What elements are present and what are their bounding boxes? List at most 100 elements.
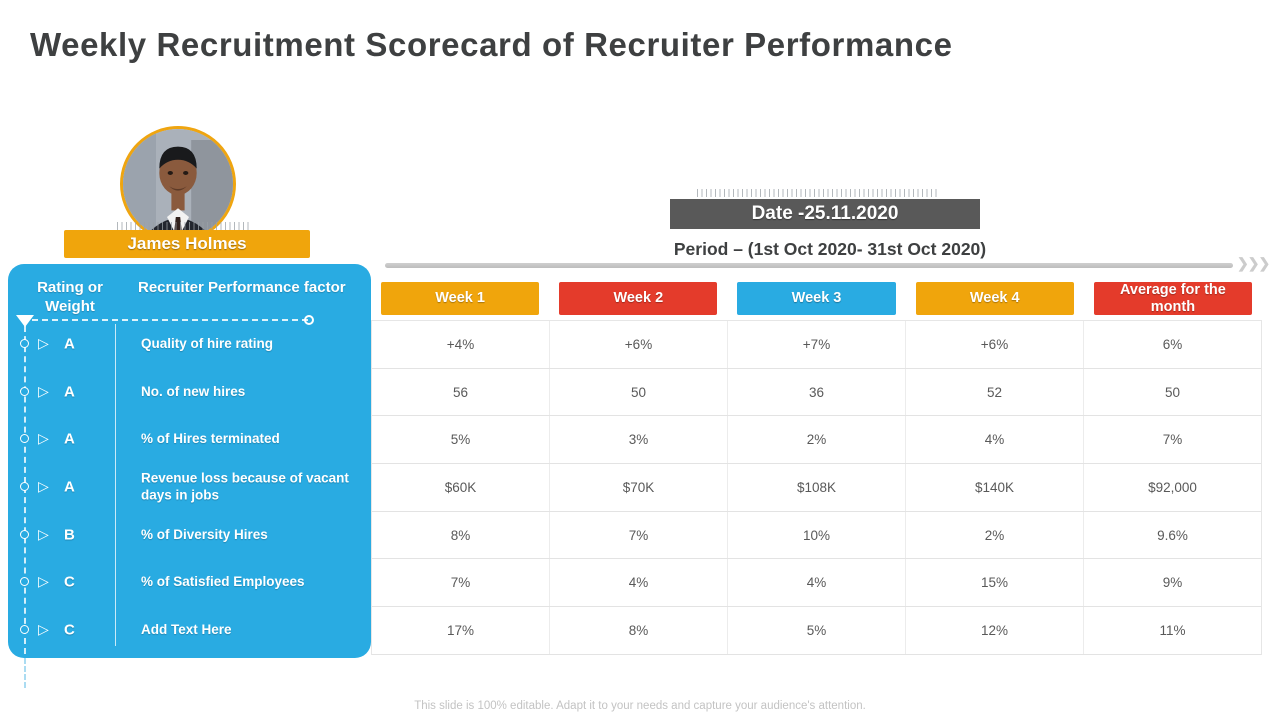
table-cell: 2% [728, 416, 906, 464]
table-row: +4% +6% +7% +6% 6% [372, 321, 1261, 369]
rating-letter: A [64, 478, 75, 496]
factor-label: Add Text Here [141, 622, 232, 638]
chevron-right-icon [1237, 255, 1269, 272]
table-cell: +7% [728, 321, 906, 368]
column-separator-line [115, 324, 116, 646]
rating-row: C Add Text Here [8, 606, 371, 654]
table-cell: 7% [1162, 432, 1183, 448]
table-cell: $140K [906, 464, 1084, 511]
table-cell: 8% [372, 511, 550, 559]
table-cell: 6% [1162, 336, 1183, 352]
page-title: Weekly Recruitment Scorecard of Recruite… [30, 26, 953, 63]
rating-row: A % of Hires terminated [8, 415, 371, 463]
recruiter-name: James Holmes [127, 234, 247, 253]
table-cell: $92,000 [1148, 479, 1197, 495]
circle-marker-icon [20, 434, 29, 444]
column-header-week3: Week 3 [737, 282, 896, 315]
rating-row: A Quality of hire rating [8, 320, 371, 368]
table-row: 5% 3% 2% 4% 7% [372, 416, 1261, 465]
rating-row: A Revenue loss because of vacant days in… [8, 463, 371, 511]
rating-panel: Rating or Weight Recruiter Performance f… [8, 264, 371, 658]
rating-row: C % of Satisfied Employees [8, 558, 371, 606]
factor-label: No. of new hires [141, 383, 246, 399]
column-header-week1: Week 1 [381, 282, 540, 315]
circle-marker-icon [20, 529, 29, 539]
rating-row: B % of Diversity Hires [8, 511, 371, 559]
table-cell: 50 [1164, 384, 1181, 400]
rating-header: Rating or Weight [37, 279, 103, 315]
table-cell: 5% [372, 416, 550, 464]
table-cell: 5% [728, 607, 906, 654]
circle-node-icon [304, 315, 314, 325]
table-cell: 56 [372, 368, 550, 416]
table-row: 17% 8% 5% 12% 11% [372, 607, 1261, 655]
triangle-right-icon [38, 335, 49, 352]
table-cell: 8% [550, 607, 728, 654]
table-cell: $70K [550, 464, 728, 511]
rating-rows: A Quality of hire rating A No. of new hi… [8, 320, 371, 654]
table-cell: 2% [906, 511, 1084, 559]
rating-letter: C [64, 573, 75, 591]
factor-label: % of Hires terminated [141, 431, 280, 447]
triangle-right-icon [38, 382, 49, 399]
circle-marker-icon [20, 386, 29, 396]
table-cell: 17% [372, 607, 550, 654]
table-body: +4% +6% +7% +6% 6% 56 50 36 52 50 5% 3% … [371, 320, 1262, 655]
table-cell: 10% [728, 511, 906, 559]
table-cell: +4% [372, 321, 550, 368]
table-row: 56 50 36 52 50 [372, 368, 1261, 417]
table-cell: 4% [728, 559, 906, 607]
table-cell: 4% [550, 559, 728, 607]
scorecard-table: Week 1 Week 2 Week 3 Week 4 Average for … [371, 282, 1262, 655]
rating-letter: A [64, 335, 75, 353]
tick-marks-decoration [697, 189, 937, 197]
circle-marker-icon [20, 577, 29, 587]
table-cell: 4% [906, 416, 1084, 464]
table-cell: $108K [728, 464, 906, 511]
triangle-down-icon [16, 315, 34, 327]
column-header-week2: Week 2 [559, 282, 718, 315]
table-cell: 7% [372, 559, 550, 607]
table-cell: 3% [550, 416, 728, 464]
table-cell: $60K [372, 464, 550, 511]
timeline-line [385, 263, 1233, 268]
table-cell: +6% [906, 321, 1084, 368]
table-row: $60K $70K $108K $140K $92,000 [372, 464, 1261, 512]
rating-letter: A [64, 383, 75, 401]
triangle-right-icon [38, 621, 49, 638]
table-cell: 9% [1162, 575, 1183, 591]
table-cell: 11% [1159, 622, 1186, 638]
column-header-average: Average for the month [1093, 282, 1253, 315]
table-cell: 15% [906, 559, 1084, 607]
rating-letter: B [64, 526, 75, 544]
table-row: 8% 7% 10% 2% 9.6% [372, 511, 1261, 560]
tick-marks-decoration [117, 222, 250, 230]
table-row: 7% 4% 4% 15% 9% [372, 559, 1261, 608]
table-header-row: Week 1 Week 2 Week 3 Week 4 Average for … [371, 282, 1262, 315]
table-cell: 12% [906, 607, 1084, 654]
dashed-connector-tail [24, 658, 26, 688]
triangle-right-icon [38, 478, 49, 495]
period-label: Period – (1st Oct 2020- 31st Oct 2020) [673, 239, 987, 259]
circle-marker-icon [20, 338, 29, 348]
column-header-week4: Week 4 [915, 282, 1074, 315]
rating-row: A No. of new hires [8, 368, 371, 416]
circle-marker-icon [20, 481, 29, 491]
date-banner: Date -25.11.2020 [670, 199, 980, 229]
table-cell: 36 [728, 368, 906, 416]
date-label: Date -25.11.2020 [751, 203, 899, 224]
table-cell: 9.6% [1157, 527, 1188, 543]
circle-marker-icon [20, 624, 29, 634]
table-cell: 7% [550, 511, 728, 559]
factor-label: % of Diversity Hires [141, 526, 268, 542]
factor-header: Recruiter Performance factor [138, 279, 346, 296]
dashed-divider [22, 319, 308, 321]
triangle-right-icon [38, 430, 49, 447]
slide-footer-note: This slide is 100% editable. Adapt it to… [414, 700, 866, 712]
factor-label: Revenue loss because of vacant days in j… [141, 470, 349, 503]
factor-label: % of Satisfied Employees [141, 574, 305, 590]
triangle-right-icon [38, 573, 49, 590]
recruiter-nameplate: James Holmes [64, 230, 310, 258]
factor-label: Quality of hire rating [141, 336, 274, 352]
